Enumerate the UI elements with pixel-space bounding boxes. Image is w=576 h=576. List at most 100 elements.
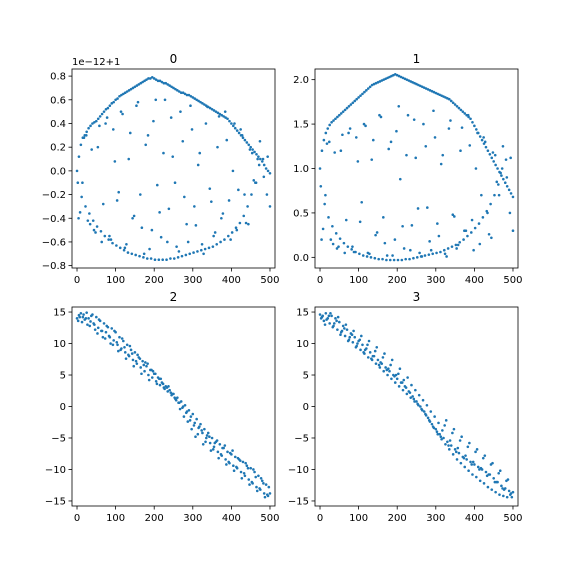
data-point: [91, 122, 94, 125]
data-point: [385, 254, 389, 257]
data-point: [494, 490, 497, 494]
data-point: [409, 248, 412, 252]
data-point: [433, 136, 437, 139]
data-point: [176, 256, 180, 259]
data-point: [474, 167, 478, 170]
data-point: [476, 465, 480, 469]
data-point: [438, 93, 441, 97]
data-point: [354, 346, 358, 349]
data-point: [235, 228, 239, 232]
y-tick-label: 10: [53, 339, 66, 350]
data-point: [266, 169, 270, 173]
data-point: [213, 231, 217, 234]
data-point: [202, 252, 205, 256]
data-point: [493, 193, 496, 197]
x-tick-label: 300: [426, 513, 445, 524]
data-point: [510, 495, 514, 499]
data-point: [261, 157, 265, 161]
x-tick-label: 500: [503, 513, 522, 524]
data-point: [130, 352, 134, 355]
data-point: [426, 206, 429, 209]
data-point: [502, 488, 506, 491]
data-point: [164, 81, 168, 85]
subplot-title: 3: [413, 290, 421, 304]
data-point: [459, 108, 463, 112]
data-point: [245, 141, 249, 144]
data-point: [116, 343, 119, 347]
data-point: [334, 117, 337, 121]
data-point: [388, 369, 391, 373]
data-point: [260, 160, 264, 163]
data-point: [464, 454, 467, 457]
data-point: [492, 476, 495, 480]
data-point: [142, 363, 146, 367]
data-point: [141, 359, 144, 363]
data-point: [356, 160, 360, 163]
data-point: [172, 86, 175, 90]
data-point: [105, 116, 109, 119]
data-point: [242, 471, 246, 475]
data-point: [421, 398, 425, 402]
data-point: [251, 148, 254, 151]
data-point: [147, 373, 150, 377]
data-point: [242, 214, 246, 218]
data-point: [196, 432, 200, 436]
data-point: [397, 372, 400, 376]
data-point: [460, 435, 463, 439]
data-point: [486, 485, 490, 489]
data-point: [324, 193, 327, 197]
data-point: [187, 408, 191, 412]
data-point: [223, 238, 226, 241]
data-point: [336, 115, 339, 119]
data-point: [451, 213, 455, 216]
x-tick-label: 0: [317, 513, 323, 524]
data-point: [455, 458, 459, 461]
data-point: [348, 127, 352, 130]
data-point: [196, 250, 199, 253]
data-point: [399, 75, 403, 79]
data-point: [365, 255, 369, 258]
data-point: [393, 238, 397, 241]
data-point: [424, 412, 427, 416]
data-point: [206, 105, 209, 109]
data-point: [125, 343, 129, 347]
data-point: [163, 98, 167, 102]
data-point: [393, 73, 397, 76]
data-point: [171, 392, 174, 396]
data-point: [445, 255, 448, 258]
data-point: [211, 245, 215, 248]
y-tick-label: 15: [53, 308, 66, 319]
data-point: [215, 439, 219, 442]
y-tick-label: 2.0: [293, 75, 309, 86]
scatter-series-0: [75, 75, 272, 262]
data-point: [226, 117, 229, 121]
data-point: [135, 362, 139, 365]
data-point: [345, 328, 349, 331]
data-point: [199, 422, 202, 426]
data-point: [167, 385, 170, 388]
data-point: [397, 105, 401, 108]
data-point: [168, 84, 171, 87]
data-point: [112, 339, 115, 342]
data-point: [88, 212, 91, 215]
y-tick-label: −5: [294, 433, 309, 444]
data-point: [405, 78, 409, 81]
data-point: [217, 115, 221, 118]
data-point: [487, 473, 490, 476]
data-point: [199, 100, 202, 104]
data-point: [449, 99, 453, 103]
data-point: [362, 351, 365, 354]
data-point: [140, 372, 143, 376]
data-point: [88, 324, 92, 328]
data-point: [135, 104, 138, 108]
data-point: [143, 369, 146, 373]
data-point: [147, 378, 151, 382]
data-point: [228, 119, 231, 123]
data-point: [468, 441, 471, 445]
data-point: [221, 212, 225, 215]
data-point: [366, 356, 370, 359]
data-point: [381, 257, 384, 261]
data-point: [427, 253, 431, 256]
data-point: [412, 397, 416, 401]
data-point: [508, 211, 512, 215]
